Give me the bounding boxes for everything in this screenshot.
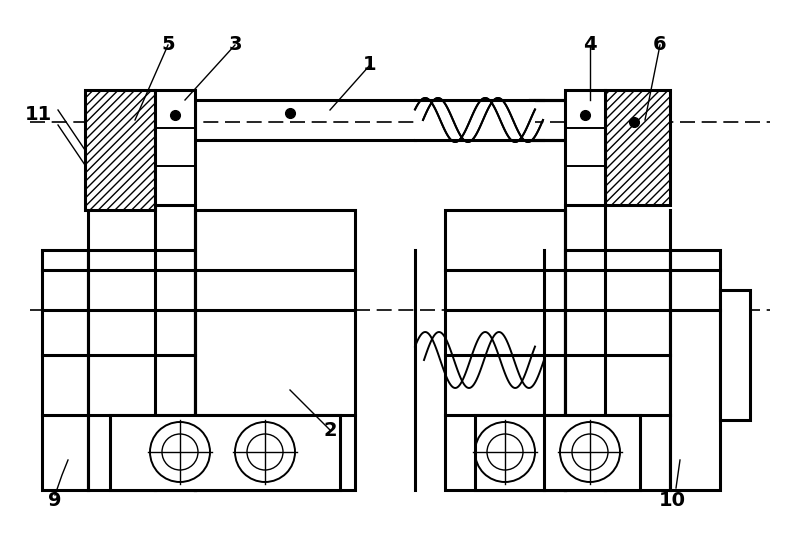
Text: 4: 4: [583, 36, 597, 54]
Bar: [445, 210, 565, 490]
Text: 10: 10: [658, 490, 686, 509]
Text: 5: 5: [161, 36, 175, 54]
Bar: [155, 90, 195, 205]
Bar: [195, 210, 355, 490]
Bar: [565, 250, 670, 490]
Bar: [85, 90, 155, 210]
Text: 6: 6: [653, 36, 666, 54]
Bar: [720, 290, 750, 420]
Bar: [475, 415, 640, 490]
Text: 3: 3: [228, 36, 242, 54]
Bar: [605, 90, 670, 205]
Bar: [415, 100, 535, 140]
Bar: [565, 90, 605, 205]
Text: 2: 2: [323, 420, 336, 439]
Bar: [42, 250, 88, 490]
Text: 1: 1: [363, 56, 376, 74]
Bar: [670, 250, 720, 490]
Text: 11: 11: [24, 106, 51, 125]
Bar: [88, 250, 195, 490]
Bar: [110, 415, 340, 490]
Text: 9: 9: [48, 490, 62, 509]
